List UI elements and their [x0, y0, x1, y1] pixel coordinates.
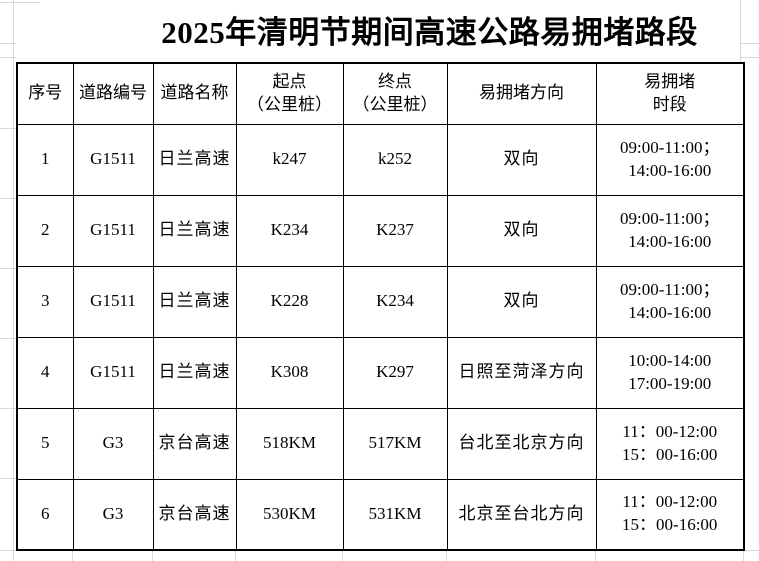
cell-start-point: 530KM	[235, 478, 344, 551]
cell-direction: 日照至菏泽方向	[446, 336, 597, 409]
cell-start-point: K308	[235, 336, 344, 409]
cell-start-point: 518KM	[235, 407, 344, 480]
cell-serial: 3	[16, 265, 74, 338]
cell-start-point: K228	[235, 265, 344, 338]
cell-serial: 2	[16, 194, 74, 267]
cell-road-number: G1511	[72, 194, 154, 267]
cell-end-point: K237	[342, 194, 448, 267]
column-header-start-point: 起点 （公里桩）	[235, 62, 344, 125]
page-title: 2025年清明节期间高速公路易拥堵路段	[161, 14, 698, 50]
cell-road-name: 日兰高速	[152, 265, 237, 338]
cell-road-number: G3	[72, 407, 154, 480]
header-row: 序号 道路编号 道路名称 起点 （公里桩） 终点 （公里桩） 易拥堵方向 易拥堵…	[16, 62, 745, 125]
column-header-end-point: 终点 （公里桩）	[342, 62, 448, 125]
column-header-road-name: 道路名称	[152, 62, 237, 125]
cell-direction: 台北至北京方向	[446, 407, 597, 480]
column-header-road-number: 道路编号	[72, 62, 154, 125]
column-header-serial: 序号	[16, 62, 74, 125]
cell-direction: 双向	[446, 123, 597, 196]
cell-serial: 5	[16, 407, 74, 480]
cell-road-name: 京台高速	[152, 478, 237, 551]
table-row: 4 G1511 日兰高速 K308 K297 日照至菏泽方向 10:00-14:…	[16, 336, 745, 409]
cell-end-point: K234	[342, 265, 448, 338]
cell-period: 10:00-14:00 17:00-19:00	[595, 336, 745, 409]
column-header-congestion-direction: 易拥堵方向	[446, 62, 597, 125]
cell-period: 09:00-11:00； 14:00-16:00	[595, 194, 745, 267]
table-row: 5 G3 京台高速 518KM 517KM 台北至北京方向 11：00-12:0…	[16, 407, 745, 480]
cell-start-point: K234	[235, 194, 344, 267]
cell-road-number: G1511	[72, 265, 154, 338]
congestion-table: 序号 道路编号 道路名称 起点 （公里桩） 终点 （公里桩） 易拥堵方向 易拥堵…	[16, 62, 745, 551]
cell-direction: 双向	[446, 194, 597, 267]
cell-road-name: 日兰高速	[152, 123, 237, 196]
cell-road-name: 京台高速	[152, 407, 237, 480]
cell-direction: 双向	[446, 265, 597, 338]
cell-road-number: G1511	[72, 123, 154, 196]
cell-period: 09:00-11:00； 14:00-16:00	[595, 265, 745, 338]
cell-serial: 1	[16, 123, 74, 196]
cell-road-name: 日兰高速	[152, 194, 237, 267]
cell-period: 09:00-11:00； 14:00-16:00	[595, 123, 745, 196]
cell-road-number: G3	[72, 478, 154, 551]
cell-end-point: 531KM	[342, 478, 448, 551]
cell-period: 11：00-12:00 15：00-16:00	[595, 407, 745, 480]
table-row: 2 G1511 日兰高速 K234 K237 双向 09:00-11:00； 1…	[16, 194, 745, 267]
column-header-congestion-period: 易拥堵 时段	[595, 62, 745, 125]
cell-serial: 6	[16, 478, 74, 551]
cell-start-point: k247	[235, 123, 344, 196]
cell-road-name: 日兰高速	[152, 336, 237, 409]
table-row: 6 G3 京台高速 530KM 531KM 北京至台北方向 11：00-12:0…	[16, 478, 745, 551]
cell-end-point: 517KM	[342, 407, 448, 480]
table-row: 3 G1511 日兰高速 K228 K234 双向 09:00-11:00； 1…	[16, 265, 745, 338]
cell-direction: 北京至台北方向	[446, 478, 597, 551]
cell-end-point: K297	[342, 336, 448, 409]
table-row: 1 G1511 日兰高速 k247 k252 双向 09:00-11:00； 1…	[16, 123, 745, 196]
cell-serial: 4	[16, 336, 74, 409]
cell-road-number: G1511	[72, 336, 154, 409]
cell-period: 11：00-12:00 15：00-16:00	[595, 478, 745, 551]
cell-end-point: k252	[342, 123, 448, 196]
